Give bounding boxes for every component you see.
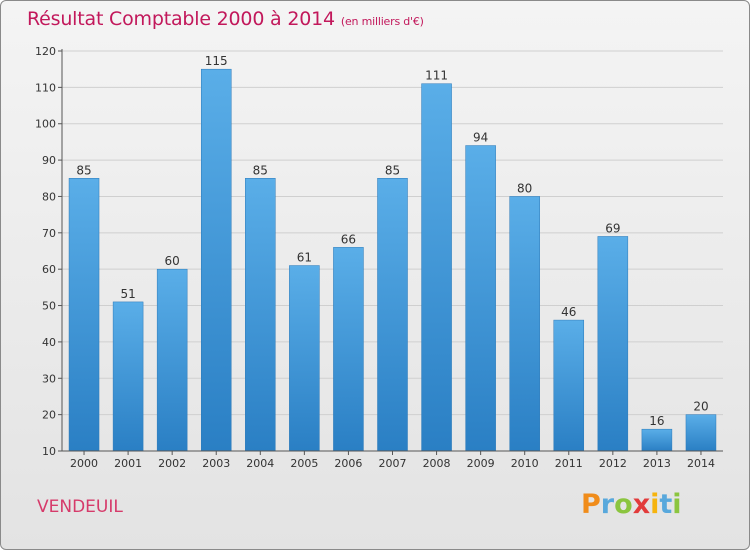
x-tick-label-2013: 2013 (643, 457, 671, 470)
y-tick-label-120: 120 (35, 45, 56, 58)
bar-2010 (509, 196, 540, 452)
bar-2004 (245, 178, 276, 452)
x-tick-label-2003: 2003 (202, 457, 230, 470)
data-label-2000: 85 (76, 163, 91, 177)
bar-2005 (289, 265, 320, 452)
bar-2013 (641, 428, 673, 452)
x-tick-label-2000: 2000 (70, 457, 98, 470)
data-label-2014: 20 (693, 400, 708, 414)
x-tick-label-2011: 2011 (555, 457, 583, 470)
bar-2011 (553, 319, 585, 452)
x-tick-label-2009: 2009 (467, 457, 495, 470)
data-label-2001: 51 (120, 287, 135, 301)
bar-2007 (377, 178, 408, 452)
bar-2014 (685, 414, 717, 452)
x-tick-label-2007: 2007 (379, 457, 407, 470)
bar-2003 (200, 68, 232, 452)
proxiti-logo[interactable]: Proxiti (581, 489, 682, 520)
label-layer: 85 51 60 115 85 61 66 85 111 94 80 46 69 16 20 (76, 54, 708, 428)
brand-letter: r (600, 489, 615, 520)
chart-title-text: Résultat Comptable 2000 à 2014 (27, 8, 335, 30)
brand-letter: i (672, 489, 682, 520)
data-label-2009: 94 (473, 131, 488, 145)
bar-2009 (465, 145, 496, 452)
x-tick-label-2005: 2005 (290, 457, 318, 470)
y-tick-label-80: 80 (42, 190, 56, 203)
x-tick-label-2010: 2010 (511, 457, 539, 470)
x-tick-label-2004: 2004 (246, 457, 274, 470)
data-label-2004: 85 (253, 163, 268, 177)
data-label-2003: 115 (205, 54, 228, 68)
data-label-2006: 66 (341, 232, 356, 246)
y-tick-label-50: 50 (42, 300, 56, 313)
commune-name: VENDEUIL (37, 497, 123, 517)
brand-letter: t (659, 489, 673, 520)
data-label-2011: 46 (561, 305, 576, 319)
y-tick-label-110: 110 (35, 81, 56, 94)
brand-letter: x (632, 489, 651, 520)
y-tick-label-90: 90 (42, 154, 56, 167)
bar-2001 (112, 301, 144, 452)
bar-2002 (156, 268, 188, 452)
data-label-2012: 69 (605, 221, 620, 235)
y-tick-label-20: 20 (42, 409, 56, 422)
y-tick-label-10: 10 (42, 445, 56, 458)
x-tick-label-2012: 2012 (599, 457, 627, 470)
chart-subtitle: (en milliers d'€) (340, 15, 424, 28)
x-tick-label-2006: 2006 (334, 457, 362, 470)
x-tick-label-2002: 2002 (158, 457, 186, 470)
brand-letter: i (650, 489, 660, 520)
x-tick-label-2008: 2008 (423, 457, 451, 470)
data-label-2005: 61 (297, 251, 312, 265)
axis-layer: 10 20 30 40 50 60 70 80 90 100 110 120 2000 2001 2002 2… (35, 45, 723, 470)
y-tick-label-60: 60 (42, 263, 56, 276)
data-label-2013: 16 (649, 414, 664, 428)
chart-title: Résultat Comptable 2000 à 2014 (en millie… (27, 8, 424, 30)
x-tick-label-2001: 2001 (114, 457, 142, 470)
bar-layer (68, 68, 717, 452)
brand-letter: o (614, 489, 633, 520)
x-tick-label-2014: 2014 (687, 457, 715, 470)
data-label-2008: 111 (425, 69, 448, 83)
data-label-2002: 60 (165, 254, 180, 268)
brand-letter: P (581, 489, 601, 520)
y-tick-label-40: 40 (42, 336, 56, 349)
bar-2012 (597, 236, 629, 452)
bar-2006 (333, 247, 364, 452)
bar-2000 (68, 178, 100, 452)
y-tick-label-30: 30 (42, 372, 56, 385)
y-tick-label-100: 100 (35, 118, 56, 131)
bar-2008 (421, 83, 452, 452)
data-label-2007: 85 (385, 163, 400, 177)
y-tick-label-70: 70 (42, 227, 56, 240)
data-label-2010: 80 (517, 181, 532, 195)
